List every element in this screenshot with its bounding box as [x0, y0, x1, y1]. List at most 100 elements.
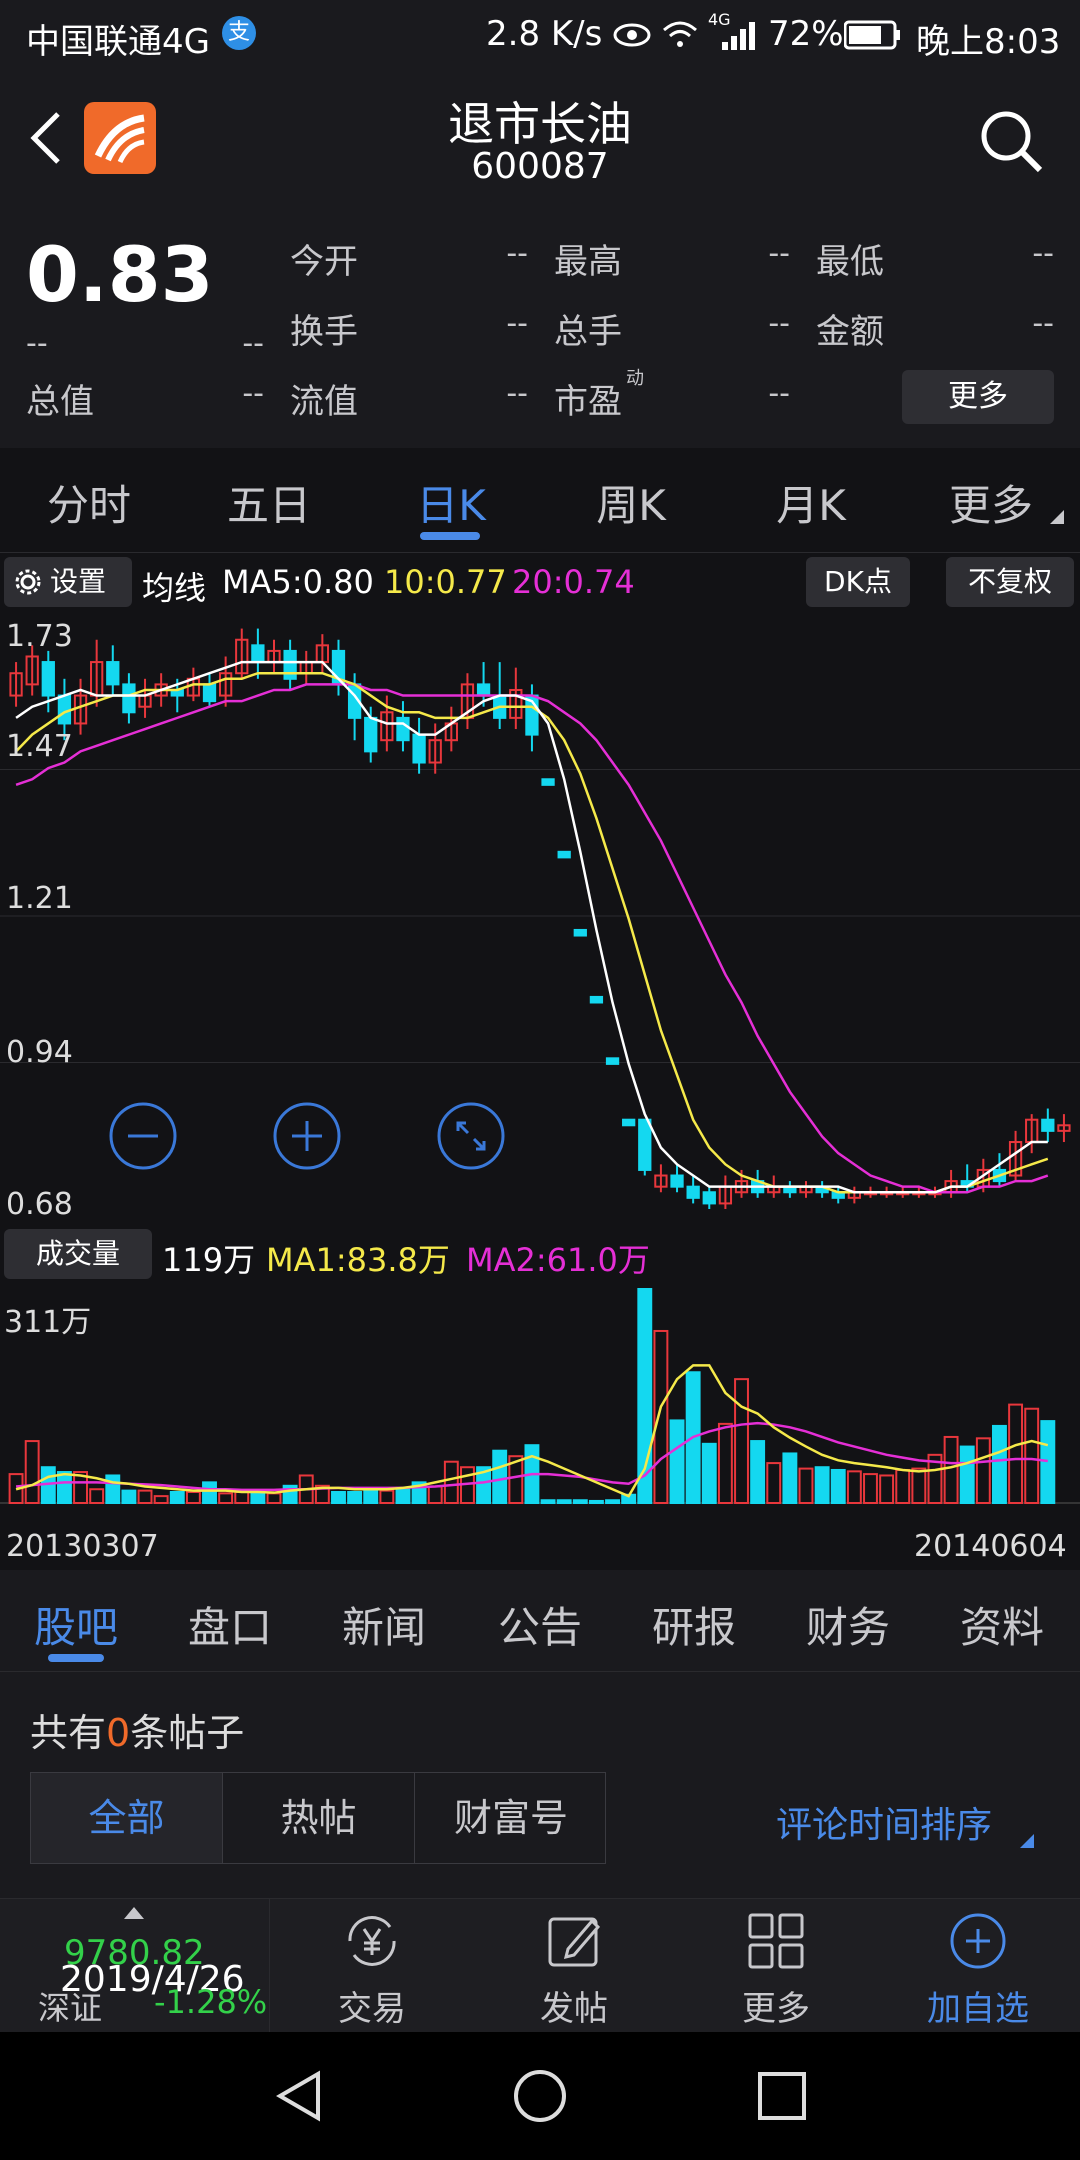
tab-five-day[interactable]: 五日: [226, 481, 311, 530]
turnover-label: 换手: [290, 312, 358, 352]
zoom-in-icon[interactable]: [272, 1101, 342, 1171]
tab-financials[interactable]: 财务: [805, 1603, 890, 1652]
volume-bar: [959, 1445, 975, 1504]
tab-more-periods[interactable]: 更多: [948, 481, 1033, 530]
more-button[interactable]: 更多: [676, 1899, 876, 2033]
fullscreen-icon[interactable]: [436, 1101, 506, 1171]
volume-bar: [734, 1378, 749, 1504]
candle-body: [1008, 1141, 1023, 1177]
low-value: --: [1032, 236, 1054, 271]
filter-fortune[interactable]: 财富号: [453, 1796, 568, 1840]
bottom-toolbar: 9780.82 2019/4/26 深证 -1.28% 交易 发帖 更多 加自选: [0, 1898, 1080, 2033]
filter-hot[interactable]: 热帖: [223, 1773, 415, 1863]
ma20-line: [15, 683, 1049, 1194]
network-type: 4G: [708, 10, 731, 29]
high-label: 最高: [554, 242, 622, 282]
candle-body: [9, 672, 23, 697]
index-date: 2019/4/26: [60, 1959, 245, 2000]
volume-bar: [766, 1462, 782, 1504]
candle-body: [1057, 1124, 1071, 1132]
posts-panel: 共有0条帖子 全部 热帖 财富号 评论时间排序: [0, 1672, 1080, 1898]
volume-bar: [540, 1499, 556, 1505]
volume-bar: [846, 1470, 862, 1504]
tab-intraday[interactable]: 分时: [46, 481, 131, 530]
volume-bar: [331, 1490, 346, 1505]
index-ticker[interactable]: 9780.82 2019/4/26 深证 -1.28%: [0, 1899, 270, 2033]
candle-body: [41, 661, 55, 697]
tab-announcements[interactable]: 公告: [497, 1603, 582, 1652]
trade-label: 交易: [338, 1989, 406, 2029]
volume-value: 119万: [162, 1241, 256, 1279]
post-count-suffix: 条帖子: [130, 1711, 245, 1755]
tab-daily-k[interactable]: 日K: [416, 481, 486, 530]
recents-square-icon[interactable]: [756, 2070, 808, 2122]
volume-bar: [234, 1490, 250, 1505]
candle-body: [106, 661, 120, 686]
candle-body: [686, 1185, 700, 1199]
volume-bar: [137, 1489, 153, 1505]
dk-point-button[interactable]: DK点: [806, 557, 910, 607]
home-circle-icon[interactable]: [512, 2068, 568, 2124]
kline-chart[interactable]: 1.73 1.47 1.21 0.94 0.68: [0, 613, 1080, 1225]
tab-news[interactable]: 新闻: [341, 1603, 426, 1652]
candle-body: [476, 683, 491, 697]
volume-indicator-button[interactable]: 成交量: [4, 1229, 152, 1279]
candle-body: [364, 716, 378, 753]
ma-label: 均线: [142, 569, 207, 607]
post-button[interactable]: 发帖: [474, 1899, 674, 2033]
candle-body: [541, 778, 555, 786]
total-hands-value: --: [768, 306, 790, 341]
candle-body: [122, 683, 136, 714]
ma10-value: 10:0.77: [384, 563, 507, 601]
battery-icon: [844, 20, 900, 50]
volume-bar: [814, 1466, 830, 1504]
volume-bar: [863, 1473, 878, 1505]
volume-bar: [218, 1492, 234, 1505]
volume-indicator-bar: 成交量 119万 MA1:83.8万 MA2:61.0万: [0, 1225, 1080, 1285]
volume-bar: [588, 1499, 604, 1504]
volume-bar: [605, 1499, 620, 1505]
total-value-label: 总值: [26, 382, 94, 422]
y-tick-label: 0.68: [6, 1187, 73, 1222]
volume-bar: [476, 1466, 492, 1504]
content-tabs: 股吧 盘口 新闻 公告 研报 财务 资料: [0, 1570, 1080, 1672]
more-quote-button[interactable]: 更多: [902, 370, 1054, 424]
current-price: 0.83: [26, 230, 214, 319]
tab-monthly-k[interactable]: 月K: [776, 481, 846, 530]
turnover-value: --: [506, 306, 528, 341]
search-icon[interactable]: [978, 108, 1046, 176]
candle-body: [202, 683, 217, 703]
volume-bar: [314, 1484, 330, 1504]
sort-by-comment-time[interactable]: 评论时间排序: [776, 1805, 993, 1846]
active-tab-indicator: [420, 532, 480, 540]
volume-bar: [379, 1489, 395, 1505]
gear-icon: [15, 569, 41, 595]
settings-button[interactable]: 设置: [4, 557, 132, 607]
y-tick-label: 0.94: [6, 1035, 73, 1070]
volume-bar: [556, 1499, 572, 1505]
volume-bar: [443, 1460, 459, 1504]
add-watchlist-button[interactable]: 加自选: [878, 1899, 1078, 2033]
post-filter-group: 全部 热帖 财富号: [30, 1772, 606, 1864]
back-arrow-icon[interactable]: [28, 110, 64, 166]
ma5-value: MA5:0.80: [222, 563, 374, 601]
alipay-icon: 支: [222, 16, 256, 50]
tab-profile[interactable]: 资料: [959, 1603, 1044, 1652]
zoom-out-icon[interactable]: [108, 1101, 178, 1171]
pe-superscript: 动: [626, 368, 644, 389]
tab-order-book[interactable]: 盘口: [187, 1603, 272, 1652]
tab-research[interactable]: 研报: [651, 1603, 736, 1652]
trade-button[interactable]: 交易: [272, 1899, 472, 2033]
index-name: 深证: [38, 1989, 103, 2027]
vol-ma1-value: MA1:83.8万: [266, 1241, 450, 1279]
volume-bar: [717, 1422, 733, 1504]
tab-stock-forum[interactable]: 股吧: [33, 1603, 118, 1652]
tab-weekly-k[interactable]: 周K: [596, 481, 666, 530]
no-adjust-button[interactable]: 不复权: [946, 557, 1074, 607]
filter-all[interactable]: 全部: [31, 1773, 223, 1863]
volume-bar: [911, 1467, 927, 1504]
back-triangle-icon[interactable]: [274, 2068, 324, 2124]
x-end-date: 20140604: [914, 1529, 1067, 1564]
candle-body: [509, 688, 523, 719]
volume-chart[interactable]: 311万 20130307 20140604: [0, 1285, 1080, 1570]
